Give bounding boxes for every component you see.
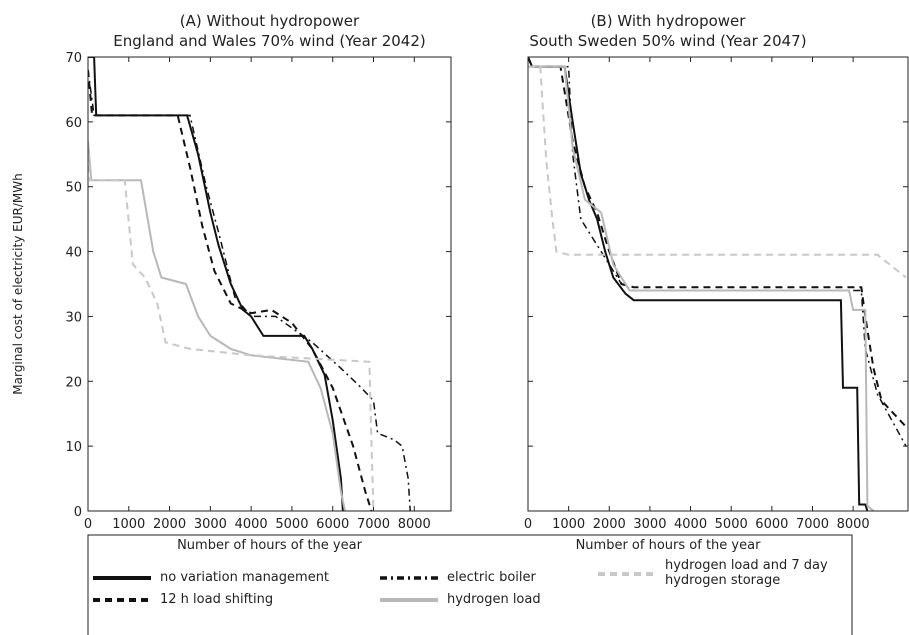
y-axis-label: Marginal cost of electricity EUR/MWh [11, 173, 25, 394]
x-tick-label: 0 [84, 517, 92, 532]
x-tick-label: 2000 [593, 517, 626, 532]
chart-subtitle: South Sweden 50% wind (Year 2047) [529, 32, 806, 50]
x-tick-label: 2000 [153, 517, 186, 532]
series-line [88, 69, 411, 511]
series-line [88, 141, 375, 511]
y-tick-label: 20 [65, 375, 82, 390]
series-line [528, 65, 875, 511]
y-tick-label: 70 [65, 51, 82, 66]
series-line [528, 65, 907, 279]
x-tick-label: 1000 [112, 517, 145, 532]
x-tick-label: 1000 [552, 517, 585, 532]
series-line [528, 57, 907, 428]
y-tick-label: 10 [65, 440, 82, 455]
x-axis-label: Number of hours of the year [177, 538, 362, 553]
legend-label: hydrogen load and 7 day hydrogen storage [665, 558, 828, 588]
x-tick-label: 4000 [674, 517, 707, 532]
y-tick-label: 0 [74, 505, 82, 520]
x-tick-label: 6000 [316, 517, 349, 532]
x-tick-label: 7000 [357, 517, 390, 532]
x-axis-label: Number of hours of the year [576, 538, 761, 553]
plot-area [528, 57, 907, 511]
x-tick-label: 3000 [194, 517, 227, 532]
y-tick-label: 50 [65, 181, 82, 196]
plot-area [88, 57, 411, 511]
x-tick-label: 3000 [633, 517, 666, 532]
series-line [88, 141, 346, 511]
legend-box [87, 534, 853, 635]
axes-frame [87, 56, 452, 512]
y-tick-label: 60 [65, 116, 82, 131]
y-tick-label: 40 [65, 246, 82, 261]
legend-label: hydrogen load [447, 592, 541, 607]
x-tick-label: 8000 [398, 517, 431, 532]
series-line [528, 57, 869, 511]
legend-label: electric boiler [447, 570, 536, 585]
legend-label: 12 h load shifting [160, 592, 274, 607]
x-tick-label: 5000 [715, 517, 748, 532]
chart-title: (A) Without hydropower [180, 12, 360, 30]
x-tick-label: 6000 [755, 517, 788, 532]
axes-frame [527, 56, 909, 512]
chart-subtitle: England and Wales 70% wind (Year 2042) [113, 32, 425, 50]
x-tick-label: 7000 [796, 517, 829, 532]
x-tick-label: 8000 [837, 517, 870, 532]
x-tick-label: 4000 [235, 517, 268, 532]
legend-label: no variation management [160, 570, 330, 585]
series-line [88, 69, 373, 511]
series-line [88, 57, 344, 511]
x-tick-label: 5000 [275, 517, 308, 532]
chart-title: (B) With hydropower [591, 12, 747, 30]
x-tick-label: 0 [524, 517, 532, 532]
y-tick-label: 30 [65, 310, 82, 325]
